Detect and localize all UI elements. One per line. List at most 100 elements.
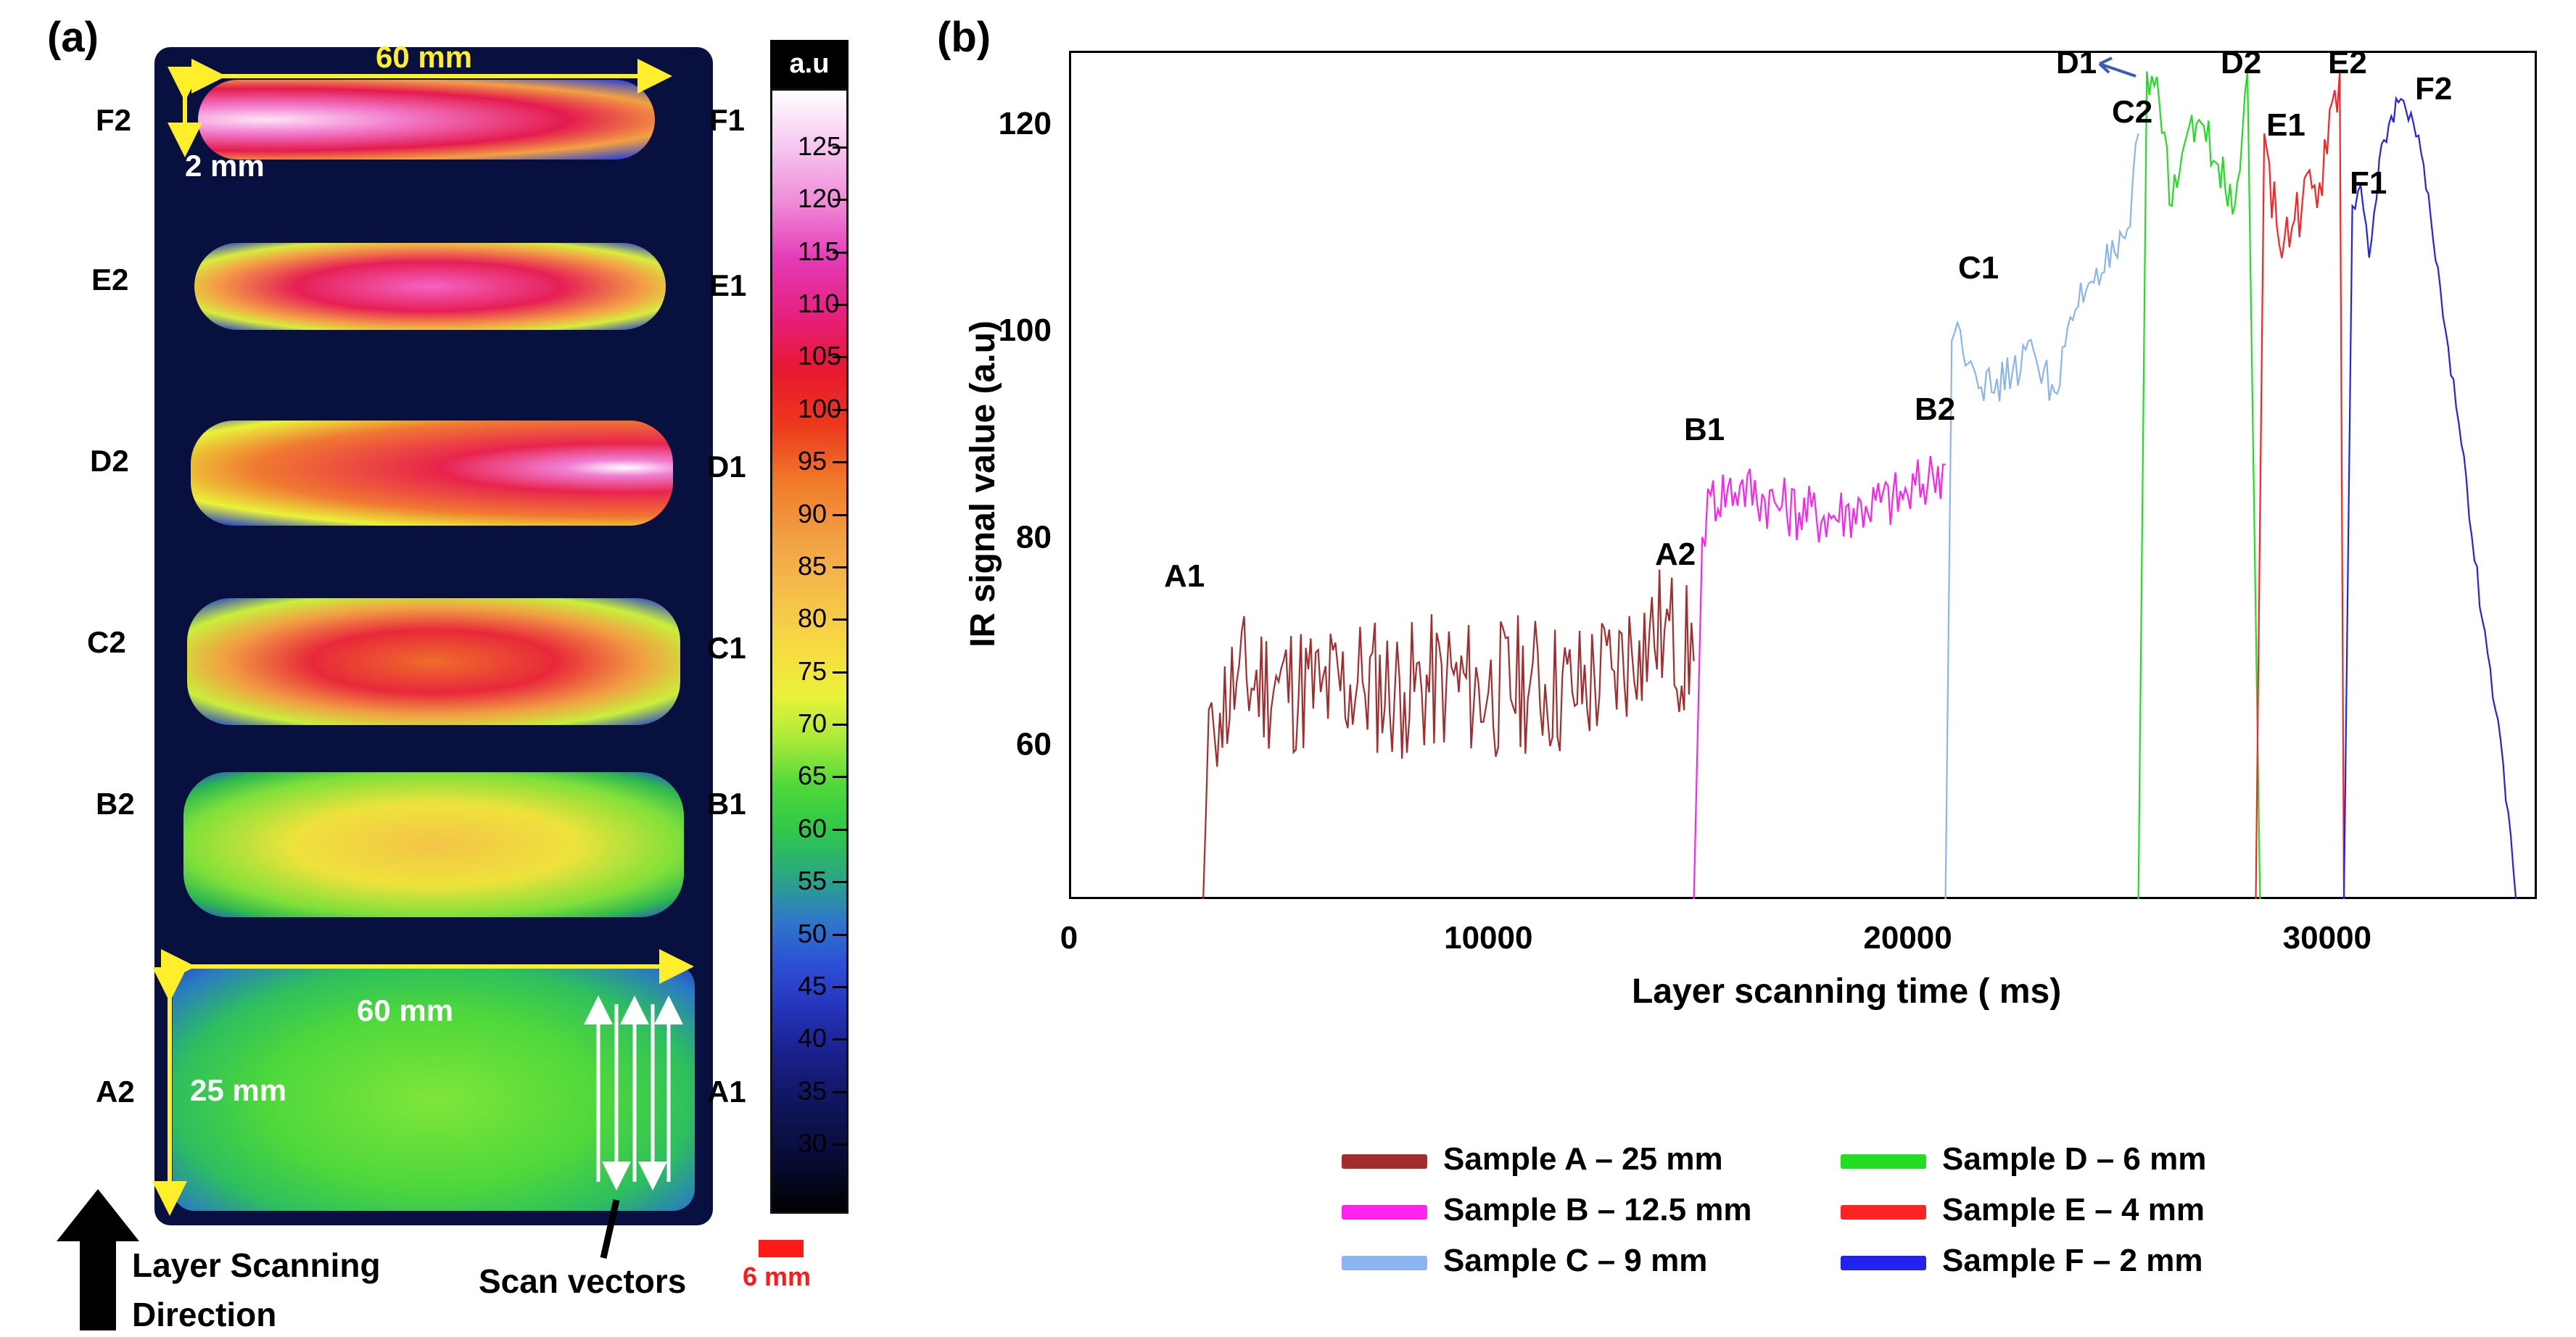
colorbar-tick-label: 65 — [798, 761, 827, 791]
series-line-b — [1693, 455, 1946, 900]
colorbar-tick-label: 105 — [798, 341, 842, 371]
legend-label: Sample F – 2 mm — [1942, 1243, 2203, 1278]
scan-vectors-label: Scan vectors — [479, 1262, 687, 1300]
dim-bottom-height-label: 25 mm — [190, 1073, 287, 1107]
colorbar-tick-mark — [833, 513, 847, 516]
colorbar-tick-label: 120 — [798, 183, 842, 214]
colorbar-tick-mark — [833, 1090, 847, 1093]
scan-direction-label-2: Direction — [132, 1296, 277, 1333]
label-f1: F1 — [709, 103, 746, 137]
colorbar — [770, 88, 849, 1214]
legend-swatch — [1841, 1256, 1926, 1270]
dim-top-height-label: 2 mm — [185, 149, 265, 183]
colorbar-title: a.u — [770, 40, 849, 88]
colorbar-tick-label: 40 — [798, 1023, 827, 1054]
legend-label: Sample A – 25 mm — [1443, 1141, 1723, 1177]
point-label-b2: B2 — [1915, 392, 1956, 427]
label-e2: E2 — [91, 262, 129, 297]
y-axis-title: IR signal value (a.u) — [963, 320, 1002, 647]
x-tick-label: 0 — [1060, 920, 1078, 956]
legend-swatch — [1342, 1205, 1427, 1220]
series-line-d — [2137, 71, 2261, 900]
dim-top-width-label: 60 mm — [376, 40, 473, 74]
point-label-a1: A1 — [1164, 558, 1205, 594]
x-tick-label: 20000 — [1863, 920, 1952, 956]
colorbar-tick-label: 90 — [798, 498, 827, 529]
colorbar-tick-mark — [833, 304, 847, 307]
point-label-a2: A2 — [1655, 537, 1696, 572]
legend-label: Sample C – 9 mm — [1443, 1243, 1708, 1278]
point-label-d2: D2 — [2221, 45, 2262, 80]
label-d1: D1 — [707, 450, 746, 484]
colorbar-tick-mark — [833, 461, 847, 464]
scale-bar-label: 6 mm — [743, 1262, 812, 1291]
legend-label: Sample B – 12.5 mm — [1443, 1192, 1752, 1228]
colorbar-tick-label: 80 — [798, 603, 827, 634]
legend-label: Sample D – 6 mm — [1942, 1141, 2207, 1177]
point-label-b1: B1 — [1684, 412, 1725, 447]
label-c1: C1 — [707, 631, 746, 665]
colorbar-tick-label: 100 — [798, 393, 842, 423]
series-line-c — [1944, 133, 2139, 900]
x-axis-title: Layer scanning time ( ms) — [1632, 972, 2062, 1011]
point-label-f2: F2 — [2415, 71, 2453, 107]
sample-b-bar — [183, 772, 684, 917]
colorbar-tick-mark — [833, 828, 847, 831]
point-label-e2: E2 — [2328, 45, 2367, 80]
label-c2: C2 — [87, 625, 126, 659]
series-line-e — [2255, 71, 2345, 900]
colorbar-tick-label: 30 — [798, 1128, 827, 1158]
colorbar-tick-mark — [833, 671, 847, 674]
colorbar-tick-label: 125 — [798, 131, 842, 161]
x-tick-label: 30000 — [2283, 920, 2371, 956]
label-f2: F2 — [96, 103, 132, 137]
point-label-d1: D1 — [2056, 45, 2097, 80]
colorbar-tick-label: 50 — [798, 918, 827, 948]
series-line-a — [1202, 569, 1695, 900]
legend-swatch — [1841, 1205, 1926, 1220]
point-label-c1: C1 — [1958, 250, 1999, 286]
colorbar-tick-label: 75 — [798, 655, 827, 686]
colorbar-tick-mark — [833, 408, 847, 411]
colorbar-tick-mark — [833, 618, 847, 621]
legend-swatch — [1342, 1256, 1427, 1270]
colorbar-tick-mark — [833, 146, 847, 149]
colorbar-tick-mark — [833, 776, 847, 779]
dim-bottom-width-label: 60 mm — [357, 993, 454, 1027]
thermal-image — [154, 47, 713, 1225]
colorbar-tick-mark — [833, 566, 847, 568]
y-tick-label: 120 — [999, 106, 1052, 141]
colorbar-tick-mark — [833, 724, 847, 727]
label-e1: E1 — [709, 268, 747, 302]
colorbar-tick-label: 35 — [798, 1075, 827, 1106]
sample-d-bar — [191, 421, 673, 526]
colorbar-tick-mark — [833, 356, 847, 359]
panel-a-letter: (a) — [47, 14, 99, 61]
legend-label: Sample E – 4 mm — [1942, 1192, 2205, 1228]
panel-b-letter: (b) — [937, 14, 991, 61]
colorbar-tick-label: 70 — [798, 708, 827, 739]
colorbar-tick-label: 85 — [798, 550, 827, 581]
colorbar-tick-mark — [833, 881, 847, 884]
colorbar-tick-label: 45 — [798, 970, 827, 1001]
colorbar-tick-label: 60 — [798, 813, 827, 843]
y-tick-label: 80 — [1016, 520, 1052, 555]
sample-e-bar — [194, 243, 666, 330]
label-a2: A2 — [96, 1075, 135, 1109]
colorbar-tick-mark — [833, 1038, 847, 1041]
legend-swatch — [1841, 1154, 1926, 1169]
point-label-c2: C2 — [2112, 94, 2153, 130]
colorbar-tick-mark — [833, 199, 847, 202]
colorbar-tick-mark — [833, 985, 847, 988]
label-b2: B2 — [96, 787, 135, 821]
y-tick-label: 100 — [999, 312, 1052, 348]
point-label-f1: F1 — [2350, 165, 2387, 201]
series-line-f — [2342, 96, 2517, 900]
label-a1: A1 — [707, 1075, 746, 1109]
colorbar-tick-mark — [833, 251, 847, 254]
colorbar-tick-mark — [833, 933, 847, 936]
sample-c-bar — [187, 598, 680, 725]
plot-area — [1069, 51, 2537, 899]
colorbar-tick-label: 115 — [798, 236, 840, 266]
